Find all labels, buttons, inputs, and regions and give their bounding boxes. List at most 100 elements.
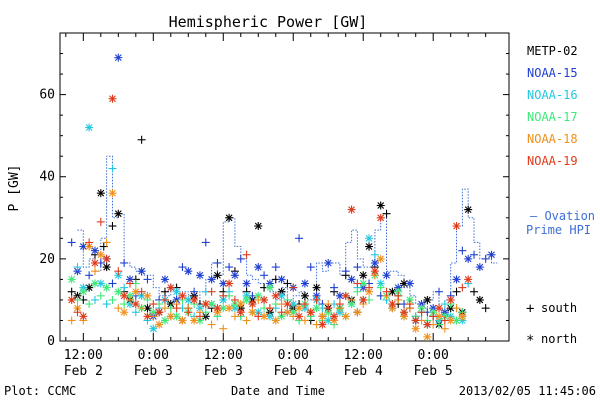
point-metp-02-north <box>365 242 374 251</box>
point-noaa-15-south <box>481 254 490 263</box>
point-noaa-15-north <box>347 275 356 284</box>
point-noaa-16-north <box>172 287 181 296</box>
legend-entry: NOAA-16 <box>527 88 578 102</box>
point-noaa-15-south <box>213 258 222 267</box>
point-metp-02-north <box>376 201 385 210</box>
point-noaa-19-north <box>143 312 152 321</box>
ovation-label-line1: — Ovation <box>530 209 595 223</box>
point-noaa-19-north <box>464 275 473 284</box>
point-noaa-18-south <box>347 295 356 304</box>
point-metp-02-north <box>143 304 152 313</box>
point-noaa-19-north <box>190 295 199 304</box>
point-noaa-19-north <box>388 300 397 309</box>
point-noaa-19-south <box>353 279 362 288</box>
point-noaa-15-north <box>242 279 251 288</box>
point-noaa-19-south <box>335 300 344 309</box>
point-noaa-17-north <box>102 283 111 292</box>
point-noaa-18-south <box>137 304 146 313</box>
data-points <box>67 53 496 341</box>
point-noaa-18-north <box>178 316 187 325</box>
point-noaa-18-north <box>260 312 269 321</box>
point-noaa-19-south <box>219 291 228 300</box>
y-tick-label: 0 <box>47 334 55 349</box>
point-noaa-15-north <box>487 250 496 259</box>
x-tick-time: 0:00 <box>418 348 449 363</box>
y-axis-label: P [GW] <box>7 165 22 212</box>
point-noaa-18-south <box>219 324 228 333</box>
point-metp-02-south <box>470 287 479 296</box>
point-noaa-19-south <box>254 312 263 321</box>
point-noaa-19-north <box>108 94 117 103</box>
point-noaa-19-north <box>359 295 368 304</box>
point-noaa-17-north <box>67 275 76 284</box>
point-noaa-19-south <box>149 300 158 309</box>
point-noaa-15-south <box>120 258 129 267</box>
north-marker-symbol: * <box>526 333 534 349</box>
point-noaa-15-north <box>464 254 473 263</box>
point-metp-02-north <box>312 283 321 292</box>
point-noaa-19-north <box>90 258 99 267</box>
point-noaa-16-north <box>365 234 374 243</box>
footer-timestamp: 2013/02/05 11:45:06 <box>459 384 596 398</box>
point-noaa-19-south <box>184 308 193 317</box>
point-noaa-19-north <box>347 205 356 214</box>
point-metp-02-north <box>114 209 123 218</box>
point-noaa-19-south <box>324 304 333 313</box>
point-noaa-18-north <box>120 308 129 317</box>
point-noaa-19-north <box>423 320 432 329</box>
point-noaa-18-south <box>102 238 111 247</box>
x-tick-time: 12:00 <box>204 348 243 363</box>
point-noaa-18-south <box>440 324 449 333</box>
point-noaa-16-south <box>108 164 117 173</box>
point-noaa-15-south <box>85 271 94 280</box>
point-noaa-19-north <box>178 291 187 300</box>
point-noaa-19-south <box>312 295 321 304</box>
point-noaa-15-north <box>207 275 216 284</box>
point-noaa-15-south <box>236 254 245 263</box>
point-noaa-15-south <box>178 263 187 272</box>
point-noaa-19-south <box>125 279 134 288</box>
y-tick-label: 20 <box>39 252 55 267</box>
point-noaa-16-north <box>277 291 286 300</box>
point-noaa-15-south <box>330 283 339 292</box>
point-noaa-17-south <box>353 287 362 296</box>
point-noaa-15-south <box>67 238 76 247</box>
x-tick-date: Feb 3 <box>204 364 243 379</box>
point-noaa-18-north <box>190 316 199 325</box>
point-noaa-19-north <box>79 312 88 321</box>
legend: METP-02 NOAA-15 NOAA-16 NOAA-17 NOAA-18 NOAA-… <box>527 44 578 168</box>
point-noaa-17-north <box>114 287 123 296</box>
x-tick-time: 0:00 <box>278 348 309 363</box>
south-marker-label: south <box>541 301 577 315</box>
point-noaa-19-south <box>85 238 94 247</box>
legend-entry: NOAA-15 <box>527 66 578 80</box>
point-metp-02-north <box>213 271 222 280</box>
point-noaa-15-south <box>271 263 280 272</box>
point-metp-02-north <box>96 189 105 198</box>
point-noaa-15-south <box>295 234 304 243</box>
point-noaa-19-south <box>172 304 181 313</box>
point-noaa-15-south <box>225 263 234 272</box>
plot-border <box>59 32 510 342</box>
point-metp-02-north <box>225 213 234 222</box>
point-noaa-15-north <box>370 258 379 267</box>
x-tick-date: Feb 3 <box>134 364 173 379</box>
x-tick-date: Feb 2 <box>64 364 103 379</box>
point-noaa-17-south <box>96 291 105 300</box>
point-noaa-19-north <box>67 295 76 304</box>
point-noaa-15-south <box>260 271 269 280</box>
point-noaa-15-south <box>190 287 199 296</box>
point-noaa-16-south <box>73 263 82 272</box>
point-noaa-17-north <box>429 308 438 317</box>
point-noaa-18-north <box>318 312 327 321</box>
point-noaa-16-north <box>149 324 158 333</box>
point-noaa-15-south <box>341 267 350 276</box>
point-noaa-18-north <box>411 324 420 333</box>
point-noaa-18-north <box>295 304 304 313</box>
point-noaa-19-north <box>213 304 222 313</box>
point-metp-02-north <box>102 263 111 272</box>
point-noaa-15-north <box>382 271 391 280</box>
point-noaa-19-north <box>341 291 350 300</box>
point-noaa-15-north <box>277 275 286 284</box>
